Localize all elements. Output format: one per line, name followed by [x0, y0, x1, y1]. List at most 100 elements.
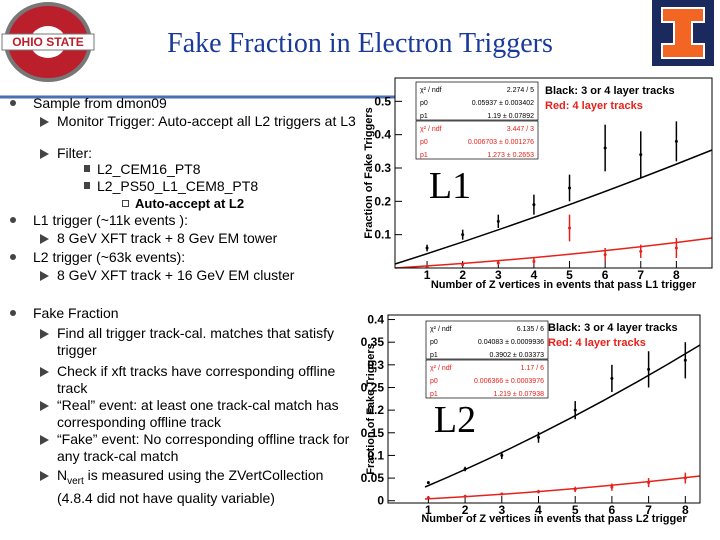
bullet-item: L2 trigger (~63k events): [10, 249, 363, 266]
bullet-item: L2_CEM16_PT8 [84, 161, 347, 178]
point [603, 253, 607, 257]
y-tick-label: 0.25 [361, 380, 385, 394]
stat-name: p1 [420, 113, 428, 120]
point [573, 408, 577, 412]
y-tick-label: 0.05 [361, 471, 385, 485]
stat-name: χ² / ndf [430, 326, 452, 333]
x-axis-title: Number of Z vertices in events that pass… [421, 513, 687, 525]
x-axis-title: Number of Z vertices in events that pass… [431, 279, 697, 291]
point [532, 259, 536, 263]
point [532, 203, 536, 207]
stat-value: 2.274 / 5 [507, 87, 534, 94]
x-tick-label: 5 [572, 503, 579, 517]
stat-value: 1.273 ± 0.2653 [487, 152, 534, 159]
stats-box [415, 120, 539, 160]
stat-name: p1 [430, 391, 438, 398]
stat-value: 0.006366 ± 0.0003976 [474, 378, 544, 385]
point [674, 246, 678, 250]
stat-value: 6.135 / 6 [517, 326, 544, 333]
stat-name: p0 [420, 139, 428, 146]
point [573, 487, 577, 491]
plot-frame [387, 314, 701, 504]
chart-2-fits [424, 344, 701, 500]
point [610, 485, 614, 489]
y-tick-label: 0.4 [374, 128, 391, 142]
stat-name: χ² / ndf [430, 365, 452, 372]
y-tick-label: 0.4 [367, 313, 384, 327]
label-box [430, 400, 480, 440]
y-tick-label: 0.5 [374, 94, 391, 108]
stat-name: p0 [430, 339, 438, 346]
stats-box [425, 359, 549, 399]
chart: 1 2 3 4 5 6 7 8 0 0.05 0.1 0.15 0.2 0.25 0.3 0.35 0.4 Num… [361, 313, 701, 525]
point [647, 367, 651, 371]
bullet-item: Monitor Trigger: Auto-accept all L2 trig… [40, 113, 356, 129]
stat-name: p1 [420, 152, 428, 159]
x-tick-label: 3 [495, 268, 502, 282]
point [496, 261, 500, 265]
logo-text: OHIO STATE [12, 35, 84, 49]
text: N [57, 467, 68, 483]
x-tick-label: 4 [535, 503, 542, 517]
bullet-item: L2_PS50_L1_CEM8_PT8 [84, 178, 347, 195]
chart-1-fits [394, 149, 713, 269]
bullet-item: Sample from dmon09 [10, 95, 363, 112]
x-tick-label: 6 [609, 503, 616, 517]
point [500, 453, 504, 457]
stat-name: p0 [430, 378, 438, 385]
x-tick-label: 1 [425, 503, 432, 517]
x-tick-label: 3 [498, 503, 505, 517]
label-box [425, 166, 475, 206]
stat-value: 0.04083 ± 0.0009936 [478, 339, 544, 346]
point [568, 186, 572, 190]
trigger-label: L2 [434, 399, 476, 441]
point [610, 376, 614, 380]
y-tick-label: 0.2 [374, 194, 391, 208]
bullet-item: “Fake” event: No corresponding offline t… [40, 431, 357, 465]
bullet-item: Fake Fraction [10, 305, 363, 322]
trigger-label: L1 [429, 165, 471, 207]
stats-box [415, 81, 539, 121]
point [536, 435, 540, 439]
bullet-item: “Real” event: at least one track-cal mat… [40, 397, 357, 431]
point [425, 246, 429, 250]
point [500, 492, 504, 496]
point [426, 496, 430, 500]
bullet-item: Check if xft tracks have corresponding o… [40, 363, 357, 397]
stat-value: 1.17 / 6 [521, 365, 544, 372]
stat-value: 3.447 / 3 [507, 126, 534, 133]
stat-name: p1 [430, 352, 438, 359]
legend-entry: Black: 3 or 4 layer tracks [545, 85, 675, 97]
plot-frame [394, 77, 713, 269]
point [463, 467, 467, 471]
point [461, 233, 465, 237]
point [603, 146, 607, 150]
x-tick-label: 7 [637, 268, 644, 282]
bullet-item: L1 trigger (~11k events ): [10, 212, 363, 229]
bullet-item: 8 GeV XFT track + 16 GeV EM cluster [40, 267, 357, 284]
text: is measured using the ZVertCollection (4… [57, 467, 324, 506]
bullet-item: Filter: [40, 145, 357, 162]
stat-value: 0.05937 ± 0.003402 [472, 100, 534, 107]
point [683, 358, 687, 362]
y-tick-label: 0.15 [361, 426, 385, 440]
x-tick-label: 8 [682, 503, 689, 517]
bullet-item: Auto-accept at L2 [122, 195, 355, 212]
stat-name: χ² / ndf [420, 87, 442, 94]
x-tick-label: 2 [462, 503, 469, 517]
point [639, 249, 643, 253]
chart: 1 2 3 4 5 6 7 8 0.1 0.2 0.3 0.4 0.5 Number of Z verti… [363, 77, 713, 291]
slide-title: Fake Fraction in Electron Triggers [167, 28, 553, 59]
legend-entry: Red: 4 layer tracks [545, 100, 643, 112]
point [568, 226, 572, 230]
point [426, 481, 430, 485]
bullet-item: Nvert is measured using the ZVertCollect… [40, 467, 357, 507]
stat-value: 1.19 ± 0.07892 [487, 113, 534, 120]
stats-box [425, 320, 549, 360]
point [496, 219, 500, 223]
point [639, 153, 643, 157]
point [536, 490, 540, 494]
point [463, 494, 467, 498]
x-tick-label: 6 [602, 268, 609, 282]
